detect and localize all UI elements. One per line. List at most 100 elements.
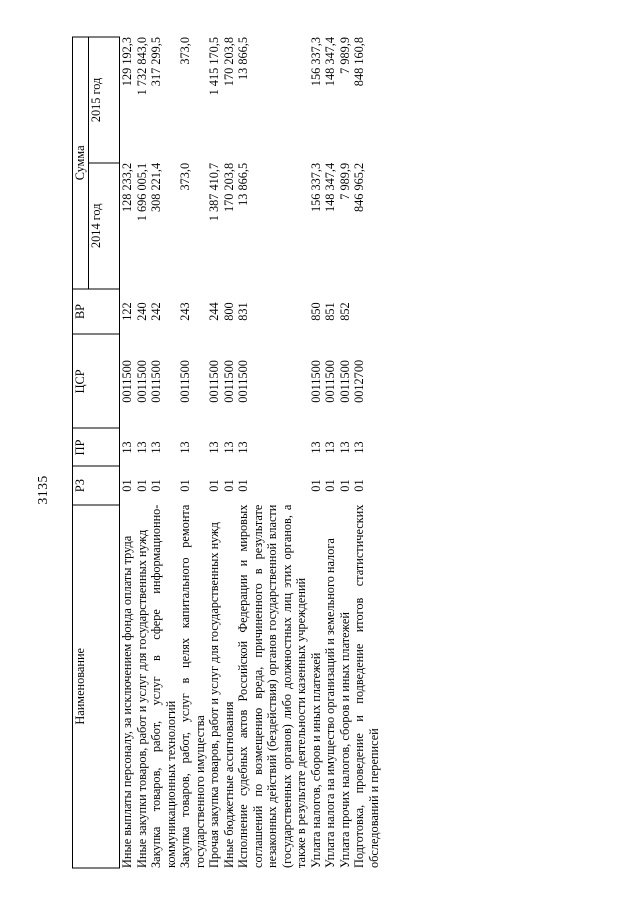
cell-name: Иные закупки товаров, работ и услуг для … <box>134 529 149 868</box>
cell-csr: 0011500 <box>178 359 192 403</box>
column-header-year-2014: 2014 год <box>88 162 120 289</box>
cell-sum-2015: 170 203,8 <box>221 36 236 86</box>
cell-vr: 244 <box>207 301 221 321</box>
cell-sum-2014: 846 965,2 <box>352 162 366 212</box>
cell-pr: 13 <box>337 440 352 454</box>
cell-sum-2014: 1 387 410,7 <box>207 162 221 221</box>
cell-sum-2014: 156 337,3 <box>308 162 323 212</box>
cell-pr: 13 <box>149 440 163 454</box>
cell-vr: 850 <box>308 301 323 321</box>
column-header-year-2015: 2015 год <box>88 36 120 163</box>
cell-rz: 01 <box>221 478 236 492</box>
cell-sum-2014: 128 233,2 <box>120 162 134 212</box>
cell-name: Иные выплаты персоналу, за исключением ф… <box>120 535 134 868</box>
column-header-csr: ЦСР <box>72 333 120 428</box>
cell-sum-2015: 373,0 <box>178 36 192 65</box>
cell-csr: 0011500 <box>207 359 221 403</box>
cell-sum-2015: 13 866,5 <box>236 36 250 80</box>
table-row: Иные бюджетные ассигнования 01 13 0011500 80… <box>222 37 237 868</box>
table-row: Уплата прочих налогов, сборов и иных пла… <box>338 37 353 868</box>
cell-sum-2014: 170 203,8 <box>221 162 236 212</box>
table-row: Прочая закупка товаров, работ и услуг дл… <box>207 37 222 868</box>
cell-sum-2014: 148 347,4 <box>323 162 337 212</box>
cell-rz: 01 <box>178 478 192 492</box>
cell-sum-2015: 148 347,4 <box>323 36 337 86</box>
column-header-rz: РЗ <box>72 466 120 505</box>
cell-vr: 852 <box>337 301 352 321</box>
cell-pr: 13 <box>120 440 134 454</box>
cell-rz: 01 <box>352 478 366 492</box>
page-number: 3135 <box>35 474 50 504</box>
table-row: Закупка товаров, работ, услуг в целях ка… <box>178 37 207 868</box>
cell-sum-2015: 129 192,3 <box>120 36 134 86</box>
cell-vr: 851 <box>323 301 337 321</box>
cell-pr: 13 <box>236 440 250 454</box>
cell-vr: 242 <box>149 301 163 321</box>
cell-rz: 01 <box>308 478 323 492</box>
cell-vr <box>352 288 381 334</box>
cell-sum-2015: 156 337,3 <box>308 36 323 86</box>
cell-sum-2014: 1 696 005,1 <box>134 162 149 221</box>
table-row: Уплата налогов, сборов и иных платежей 01… <box>309 37 324 868</box>
cell-pr: 13 <box>323 440 337 454</box>
cell-rz: 01 <box>120 478 134 492</box>
cell-sum-2014: 13 866,5 <box>236 162 250 206</box>
cell-csr: 0011500 <box>149 359 163 403</box>
table-row: Иные закупки товаров, работ и услуг для … <box>135 37 150 868</box>
cell-vr: 243 <box>178 301 192 321</box>
column-header-vr: ВР <box>72 288 120 334</box>
cell-name: Исполнение судебных актов Российской Фед… <box>236 504 308 868</box>
table-header: Наименование РЗ ПР ЦСР ВР Сумма 2014 год… <box>72 36 120 868</box>
cell-name: Подготовка, проведение и подведение итог… <box>352 504 381 868</box>
cell-name: Закупка товаров, работ, услуг в целях ка… <box>178 504 207 868</box>
cell-pr: 13 <box>308 440 323 454</box>
cell-csr: 0011500 <box>221 359 236 403</box>
cell-csr: 0011500 <box>337 359 352 403</box>
cell-sum-2014: 7 989,9 <box>337 162 352 200</box>
cell-sum-2015: 317 299,5 <box>149 36 163 86</box>
cell-sum-2014: 373,0 <box>178 162 192 191</box>
column-header-name: Наименование <box>72 504 120 868</box>
cell-vr: 240 <box>134 301 149 321</box>
cell-name: Закупка товаров, работ, услуг в сфере ин… <box>149 504 178 868</box>
cell-csr: 0011500 <box>308 359 323 403</box>
cell-pr: 13 <box>178 440 192 454</box>
cell-csr: 0011500 <box>236 359 250 403</box>
cell-vr: 831 <box>236 301 250 321</box>
cell-pr: 13 <box>221 440 236 454</box>
cell-pr: 13 <box>352 440 366 454</box>
cell-sum-2015: 7 989,9 <box>337 36 352 74</box>
cell-csr: 0012700 <box>352 359 366 403</box>
cell-sum-2015: 1 732 843,0 <box>134 36 149 95</box>
cell-name: Иные бюджетные ассигнования <box>221 700 236 868</box>
cell-csr: 0011500 <box>120 359 134 403</box>
budget-appropriations-table: Наименование РЗ ПР ЦСР ВР Сумма 2014 год… <box>72 36 381 868</box>
cell-rz: 01 <box>236 478 250 492</box>
table-row: Иные выплаты персоналу, за исключением ф… <box>120 37 135 868</box>
cell-csr: 0011500 <box>134 359 149 403</box>
table-row: Уплата налога на имущество организаций и… <box>323 37 338 868</box>
column-header-pr: ПР <box>72 427 120 466</box>
cell-rz: 01 <box>337 478 352 492</box>
cell-sum-2015: 1 415 170,5 <box>207 36 221 95</box>
table-header-row-1: Наименование РЗ ПР ЦСР ВР Сумма <box>72 36 120 868</box>
table-row: Исполнение судебных актов Российской Фед… <box>236 37 309 868</box>
table-row: Подготовка, проведение и подведение итог… <box>352 37 381 868</box>
cell-sum-2015: 848 160,8 <box>352 36 366 86</box>
cell-rz: 01 <box>207 478 221 492</box>
cell-name: Уплата налогов, сборов и иных платежей <box>308 652 323 868</box>
cell-name: Уплата налога на имущество организаций и… <box>323 537 337 868</box>
cell-pr: 13 <box>134 440 149 454</box>
table-row: Закупка товаров, работ, услуг в сфере ин… <box>149 37 178 868</box>
table-body: Иные выплаты персоналу, за исключением ф… <box>120 37 382 868</box>
cell-name: Прочая закупка товаров, работ и услуг дл… <box>207 521 221 868</box>
column-header-sum: Сумма <box>72 36 89 289</box>
cell-vr: 800 <box>221 301 236 321</box>
cell-rz: 01 <box>149 478 163 492</box>
cell-sum-2014: 308 221,4 <box>149 162 163 212</box>
cell-rz: 01 <box>323 478 337 492</box>
cell-vr: 122 <box>120 301 134 321</box>
cell-csr: 0011500 <box>323 359 337 403</box>
